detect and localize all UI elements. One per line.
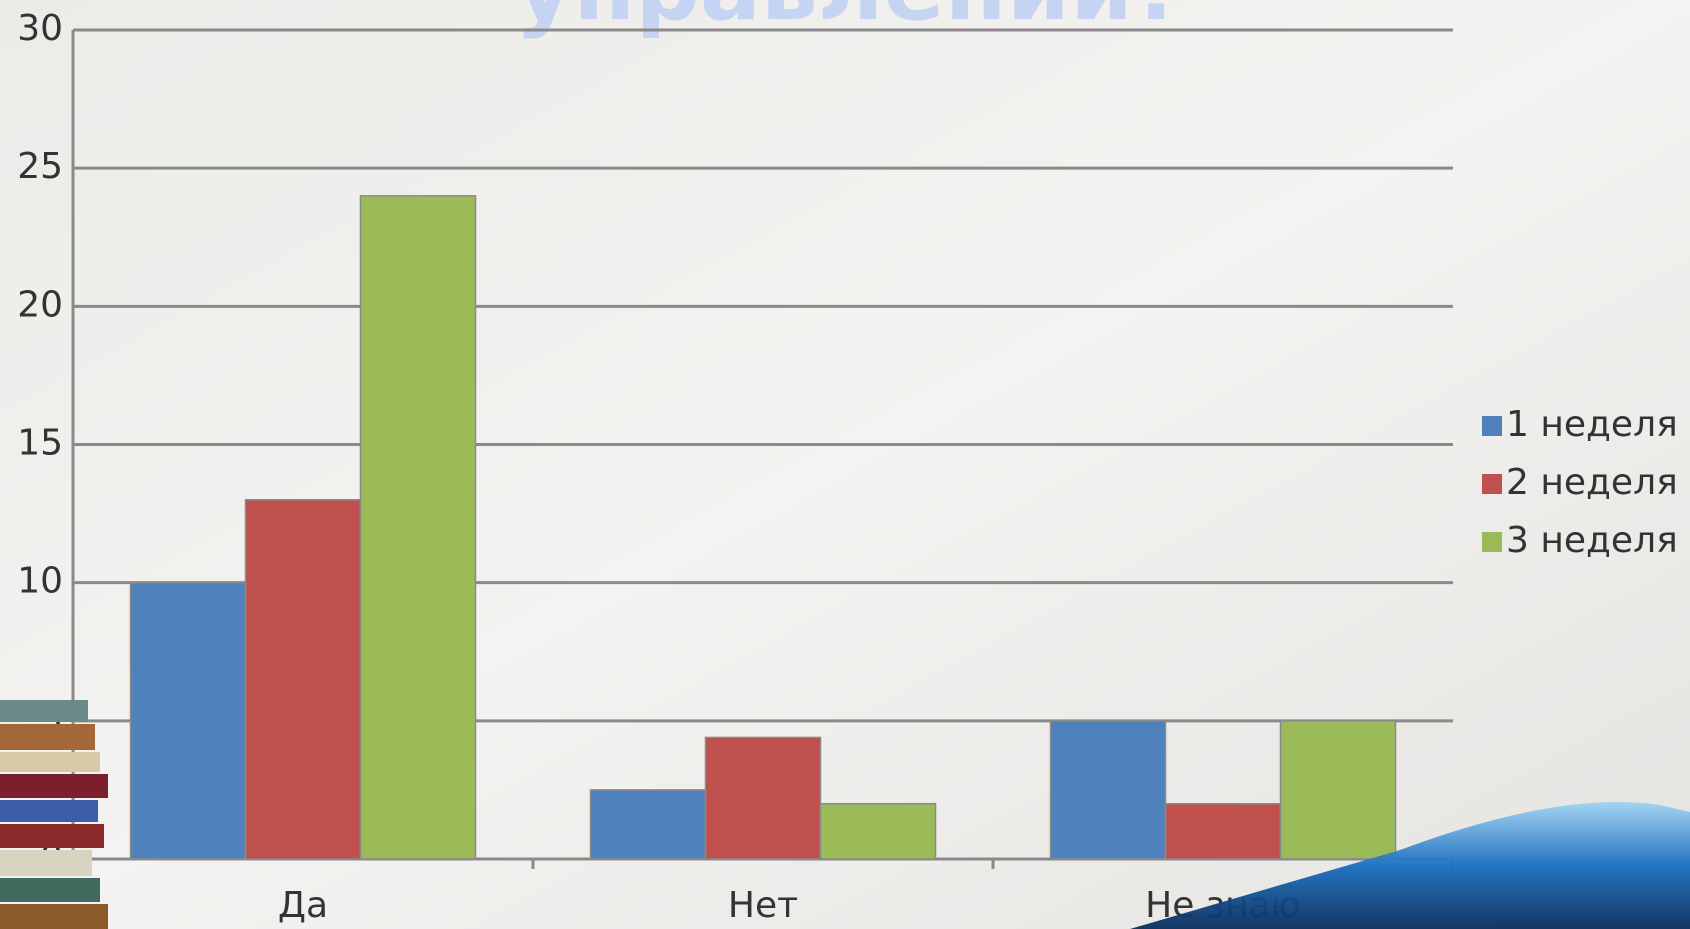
- y-tick-label: 10: [17, 561, 63, 602]
- y-tick-label: 25: [17, 146, 63, 187]
- books-decoration: [0, 700, 108, 929]
- bar: [704, 736, 822, 860]
- bar: [1279, 720, 1397, 860]
- bar: [1049, 720, 1167, 860]
- legend-label: 2 неделя: [1506, 462, 1678, 503]
- x-tick-label: Нет: [728, 885, 798, 926]
- bar: [244, 499, 362, 860]
- legend-label: 3 неделя: [1506, 520, 1678, 561]
- legend-swatch: [1482, 416, 1502, 436]
- legend-swatch: [1482, 532, 1502, 552]
- bar: [589, 789, 707, 860]
- y-tick-label: 15: [17, 423, 63, 464]
- bar: [819, 802, 937, 860]
- y-tick-label: 30: [17, 8, 63, 49]
- bar: [359, 195, 477, 860]
- y-tick-label: 20: [17, 284, 63, 325]
- legend-swatch: [1482, 474, 1502, 494]
- legend-label: 1 неделя: [1506, 404, 1678, 445]
- pen-decoration: [1130, 802, 1690, 929]
- chart-title: управлений?: [515, 0, 1185, 41]
- x-tick-label: Да: [278, 885, 328, 926]
- bar: [1164, 802, 1282, 860]
- bar: [129, 581, 247, 860]
